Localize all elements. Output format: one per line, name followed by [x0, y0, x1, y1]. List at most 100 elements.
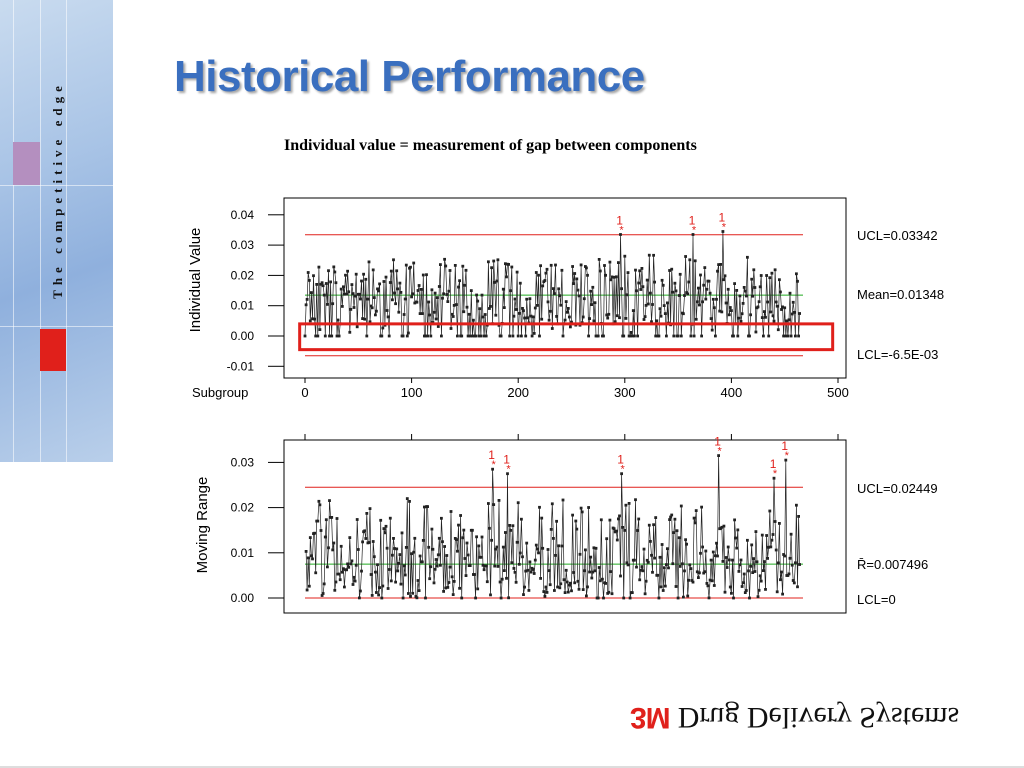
moving-range-point: [307, 584, 311, 588]
moving-range-point: [350, 559, 354, 563]
moving-range-point: [763, 560, 766, 563]
moving-range-point: [784, 458, 788, 462]
individual-point: [477, 334, 481, 338]
moving-range-point: [617, 517, 620, 521]
moving-range-point: [753, 570, 757, 573]
individual-point: [763, 310, 766, 313]
individual-point: [433, 291, 437, 295]
moving-range-point: [538, 505, 541, 509]
individual-point: [319, 282, 323, 286]
moving-range-point: [776, 561, 780, 565]
individual-point: [347, 290, 351, 294]
individual-point: [790, 312, 794, 316]
individual-point: [362, 272, 365, 276]
moving-range-point: [656, 573, 660, 577]
individual-point: [751, 294, 755, 298]
moving-range-point: [548, 583, 552, 587]
individual-point: [625, 293, 629, 297]
y-tick-label-individual: -0.01: [227, 359, 255, 373]
moving-range-point: [330, 516, 334, 519]
individual-point: [449, 327, 453, 330]
moving-range-point: [509, 529, 513, 532]
individual-point: [430, 288, 434, 292]
individual-point: [419, 288, 423, 291]
moving-range-point: [703, 570, 707, 574]
moving-range-point: [601, 577, 604, 581]
moving-range-point: [493, 564, 497, 568]
individual-point: [746, 255, 749, 259]
moving-range-point: [361, 540, 364, 544]
individual-point: [342, 285, 345, 289]
individual-point: [514, 308, 518, 311]
individual-point: [558, 294, 562, 298]
individual-point: [522, 309, 525, 313]
individual-point: [415, 300, 419, 304]
individual-point: [586, 273, 589, 277]
moving-range-point: [667, 566, 670, 570]
individual-point: [467, 312, 471, 316]
moving-range-point: [677, 536, 681, 540]
individual-point: [495, 279, 499, 283]
moving-range-point: [352, 575, 356, 579]
individual-point: [517, 312, 521, 315]
individual-point: [788, 291, 792, 295]
moving-range-point: [466, 553, 470, 557]
moving-range-point: [463, 557, 467, 560]
moving-range-point: [798, 563, 801, 566]
individual-point: [701, 300, 704, 304]
individual-point: [638, 269, 642, 273]
moving-range-point: [630, 591, 634, 594]
moving-range-point: [371, 540, 375, 543]
individual-point: [767, 334, 771, 338]
moving-range-point: [555, 519, 558, 523]
moving-range-point: [471, 528, 474, 532]
y-tick-label-individual: 0.04: [231, 208, 255, 222]
individual-point: [384, 275, 388, 279]
moving-range-point: [610, 592, 614, 596]
individual-point: [464, 268, 468, 272]
moving-range-point: [778, 522, 781, 525]
moving-range-point: [746, 538, 749, 542]
reference-label-moving-range: UCL=0.02449: [857, 481, 938, 496]
moving-range-point: [383, 531, 387, 535]
individual-point: [425, 273, 428, 277]
moving-range-point: [360, 569, 363, 573]
individual-point: [305, 298, 309, 301]
moving-range-point: [717, 454, 720, 457]
individual-point: [515, 270, 519, 274]
moving-range-point: [649, 540, 652, 543]
individual-point: [398, 281, 402, 285]
ooc-star-moving-range: *: [491, 459, 496, 471]
individual-point: [479, 334, 483, 338]
moving-range-point: [434, 558, 438, 561]
individual-point: [462, 310, 466, 314]
individual-point: [631, 309, 635, 312]
individual-point: [608, 260, 612, 264]
moving-range-point: [580, 510, 584, 514]
individual-point: [335, 334, 339, 338]
moving-range-point: [505, 576, 508, 580]
moving-range-point: [439, 563, 442, 567]
individual-point: [303, 334, 307, 338]
moving-range-point: [511, 524, 515, 528]
highlight-box: [298, 322, 835, 352]
individual-point: [437, 285, 441, 288]
moving-range-point: [369, 573, 373, 576]
individual-point: [572, 282, 575, 285]
ooc-flag-moving-range: 1: [714, 435, 721, 449]
individual-point: [786, 334, 790, 338]
individual-point: [403, 297, 407, 301]
moving-range-point: [457, 523, 460, 527]
individual-point: [404, 263, 408, 267]
individual-point: [493, 281, 497, 284]
individual-point: [791, 300, 795, 304]
moving-range-point: [473, 573, 476, 576]
individual-point: [453, 264, 457, 267]
moving-range-point: [662, 566, 666, 570]
moving-range-point: [382, 527, 386, 530]
moving-range-point: [739, 558, 743, 562]
individual-point: [762, 334, 765, 338]
moving-range-point: [394, 580, 397, 584]
moving-range-point: [640, 565, 644, 568]
moving-range-point: [377, 593, 380, 597]
